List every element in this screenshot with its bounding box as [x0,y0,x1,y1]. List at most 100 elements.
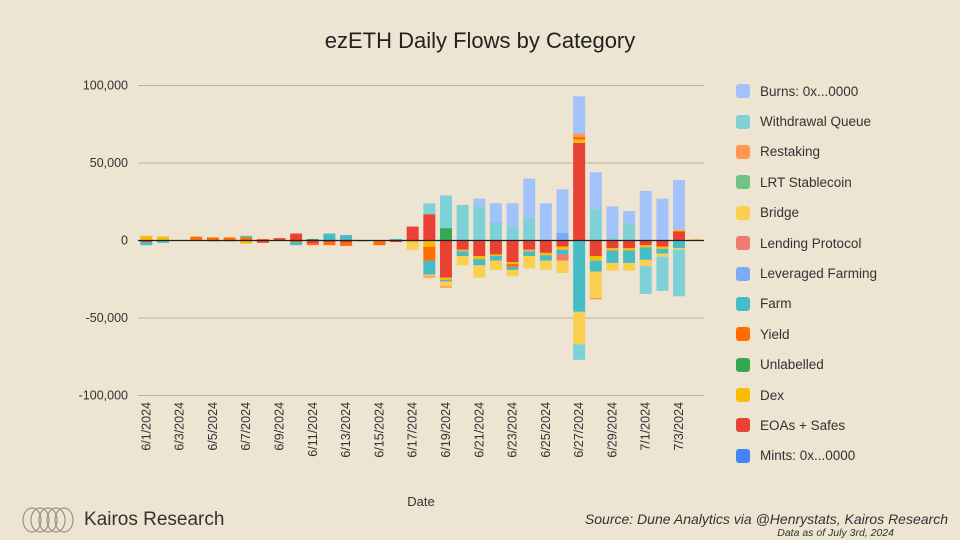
bar-segment [523,178,536,218]
bar-segment [306,238,319,241]
legend-item: Yield [736,319,877,349]
bar-segment [473,198,486,207]
y-tick-label: 100,000 [83,79,128,93]
legend-label: Dex [760,387,785,403]
bar-segment [673,231,686,241]
bar-segment [539,260,552,270]
bar-segment [423,274,436,277]
bar-segment [656,256,669,291]
bar-segment [439,240,452,278]
bar-segment [323,242,336,246]
legend-item: Leveraged Farming [736,258,877,288]
legend-swatch [736,418,750,433]
legend-swatch [736,175,750,190]
legend: Burns: 0x...0000 Withdrawal Queue Restak… [736,76,877,471]
bar-segment [439,228,452,241]
bar-segment [473,265,486,278]
bar-segment [589,260,602,272]
bar-segment [140,235,153,241]
x-tick-label: 6/25/2024 [539,402,553,458]
bar-segment [556,240,569,247]
legend-label: Yield [760,326,790,342]
bar-segment [573,344,586,360]
bar-segment [556,254,569,261]
x-tick-label: 6/15/2024 [372,402,386,458]
legend-swatch [736,448,750,463]
bar-segment [639,245,652,248]
bar-segment [439,195,452,229]
y-tick-label: -100,000 [79,389,128,403]
bar-segment [340,242,353,246]
legend-label: EOAs + Safes [760,417,846,433]
legend-swatch [736,357,750,372]
bar-segment [539,255,552,261]
bar-segment [639,240,652,246]
bar-segment [589,271,602,298]
bar-segment [639,266,652,294]
bar-segment [423,214,436,241]
bar-segment [273,238,286,241]
bar-segment [423,260,436,275]
bar-segment [506,226,519,241]
bar-segment [673,248,686,250]
legend-item: Unlabelled [736,350,877,380]
bar-segment [623,223,636,241]
bar-segment [489,256,502,261]
bar-segment [506,266,519,270]
source-note: Source: Dune Analytics via @Henrystats, … [584,511,948,527]
legend-item: Mints: 0x...0000 [736,441,877,471]
bar-segment [323,233,336,241]
bar-segment [456,256,469,266]
legend-item: Farm [736,289,877,319]
bar-segment [156,236,169,241]
bar-segment [190,236,203,240]
y-tick-label: 50,000 [90,156,128,170]
bar-segment [656,249,669,254]
bar-segment [456,240,469,250]
bar-segment [439,277,452,281]
bar-segment [290,240,303,243]
legend-swatch [736,296,750,311]
bar-segment [489,203,502,222]
bar-segment [639,247,652,260]
x-tick-label: 6/17/2024 [406,402,420,458]
y-tick-label: 0 [121,234,128,248]
bar-segment [506,203,519,227]
bar-segment [523,217,536,241]
bar-segment [673,249,686,297]
bar-segment [406,242,419,250]
bar-segment [573,311,586,345]
bar-segment [656,246,669,250]
bar-segment [439,280,452,282]
bar-segment [473,240,486,256]
bar-segment [523,240,536,250]
bar-segment [140,242,153,246]
bar-segment [340,240,353,243]
x-axis: 6/1/2024 6/3/2024 6/5/2024 6/7/2024 6/9/2024… [139,402,686,458]
bar-segment [473,256,486,260]
bar-segment [506,240,519,263]
bar-segment [240,241,253,244]
bar-segment [539,252,552,256]
bar-segment [573,139,586,143]
bar-segment [406,240,419,243]
legend-label: Leveraged Farming [760,266,878,282]
bar-segment [589,240,602,256]
x-axis-title: Date [407,494,434,509]
x-tick-label: 6/21/2024 [472,402,486,458]
bar-segment [589,256,602,261]
bar-segment [689,238,702,241]
bar-segment [606,250,619,263]
bar-segment [506,269,519,277]
bars-layer [140,96,702,360]
bar-segment [423,276,436,278]
bar-segment [390,238,403,241]
x-tick-label: 6/13/2024 [339,402,353,458]
legend-label: Lending Protocol [760,235,862,251]
bar-segment [390,240,403,243]
x-tick-label: 7/3/2024 [672,402,686,451]
y-tick-label: -50,000 [86,311,128,325]
bar-segment [456,251,469,256]
bar-segment [556,249,569,255]
bar-segment [556,189,569,233]
